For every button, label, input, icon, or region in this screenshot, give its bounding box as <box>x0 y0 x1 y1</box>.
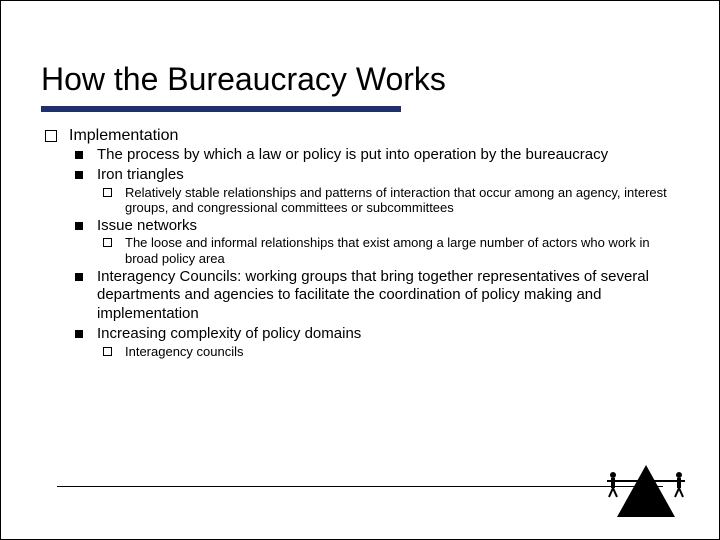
outline-level-1: Implementation The process by which a la… <box>41 126 679 359</box>
list-item: Interagency councils <box>97 344 679 360</box>
item-text: The process by which a law or policy is … <box>97 146 608 163</box>
item-text: The loose and informal relationships tha… <box>125 235 650 266</box>
item-text: Issue networks <box>97 217 197 234</box>
tug-of-war-icon <box>607 461 685 521</box>
item-text: Iron triangles <box>97 166 184 183</box>
list-item: The process by which a law or policy is … <box>69 146 679 165</box>
footer-rule <box>57 486 663 487</box>
item-text: Interagency Councils: working groups tha… <box>97 268 649 323</box>
list-item: Issue networks The loose and informal re… <box>69 217 679 267</box>
list-item: Iron triangles Relatively stable relatio… <box>69 166 679 216</box>
outline-level-3: The loose and informal relationships tha… <box>97 235 679 266</box>
list-item: Increasing complexity of policy domains … <box>69 325 679 359</box>
outline-level-3: Relatively stable relationships and patt… <box>97 185 679 216</box>
list-item: Interagency Councils: working groups tha… <box>69 268 679 324</box>
item-text: Implementation <box>69 127 178 144</box>
list-item: The loose and informal relationships tha… <box>97 235 679 266</box>
title-underline <box>41 106 401 112</box>
item-text: Interagency councils <box>125 344 244 359</box>
list-item: Implementation The process by which a la… <box>41 126 679 359</box>
list-item: Relatively stable relationships and patt… <box>97 185 679 216</box>
outline-level-3: Interagency councils <box>97 344 679 360</box>
slide-title: How the Bureaucracy Works <box>41 61 679 98</box>
item-text: Increasing complexity of policy domains <box>97 325 361 342</box>
outline-level-2: The process by which a law or policy is … <box>69 146 679 359</box>
item-text: Relatively stable relationships and patt… <box>125 185 667 216</box>
slide: How the Bureaucracy Works Implementation… <box>0 0 720 540</box>
